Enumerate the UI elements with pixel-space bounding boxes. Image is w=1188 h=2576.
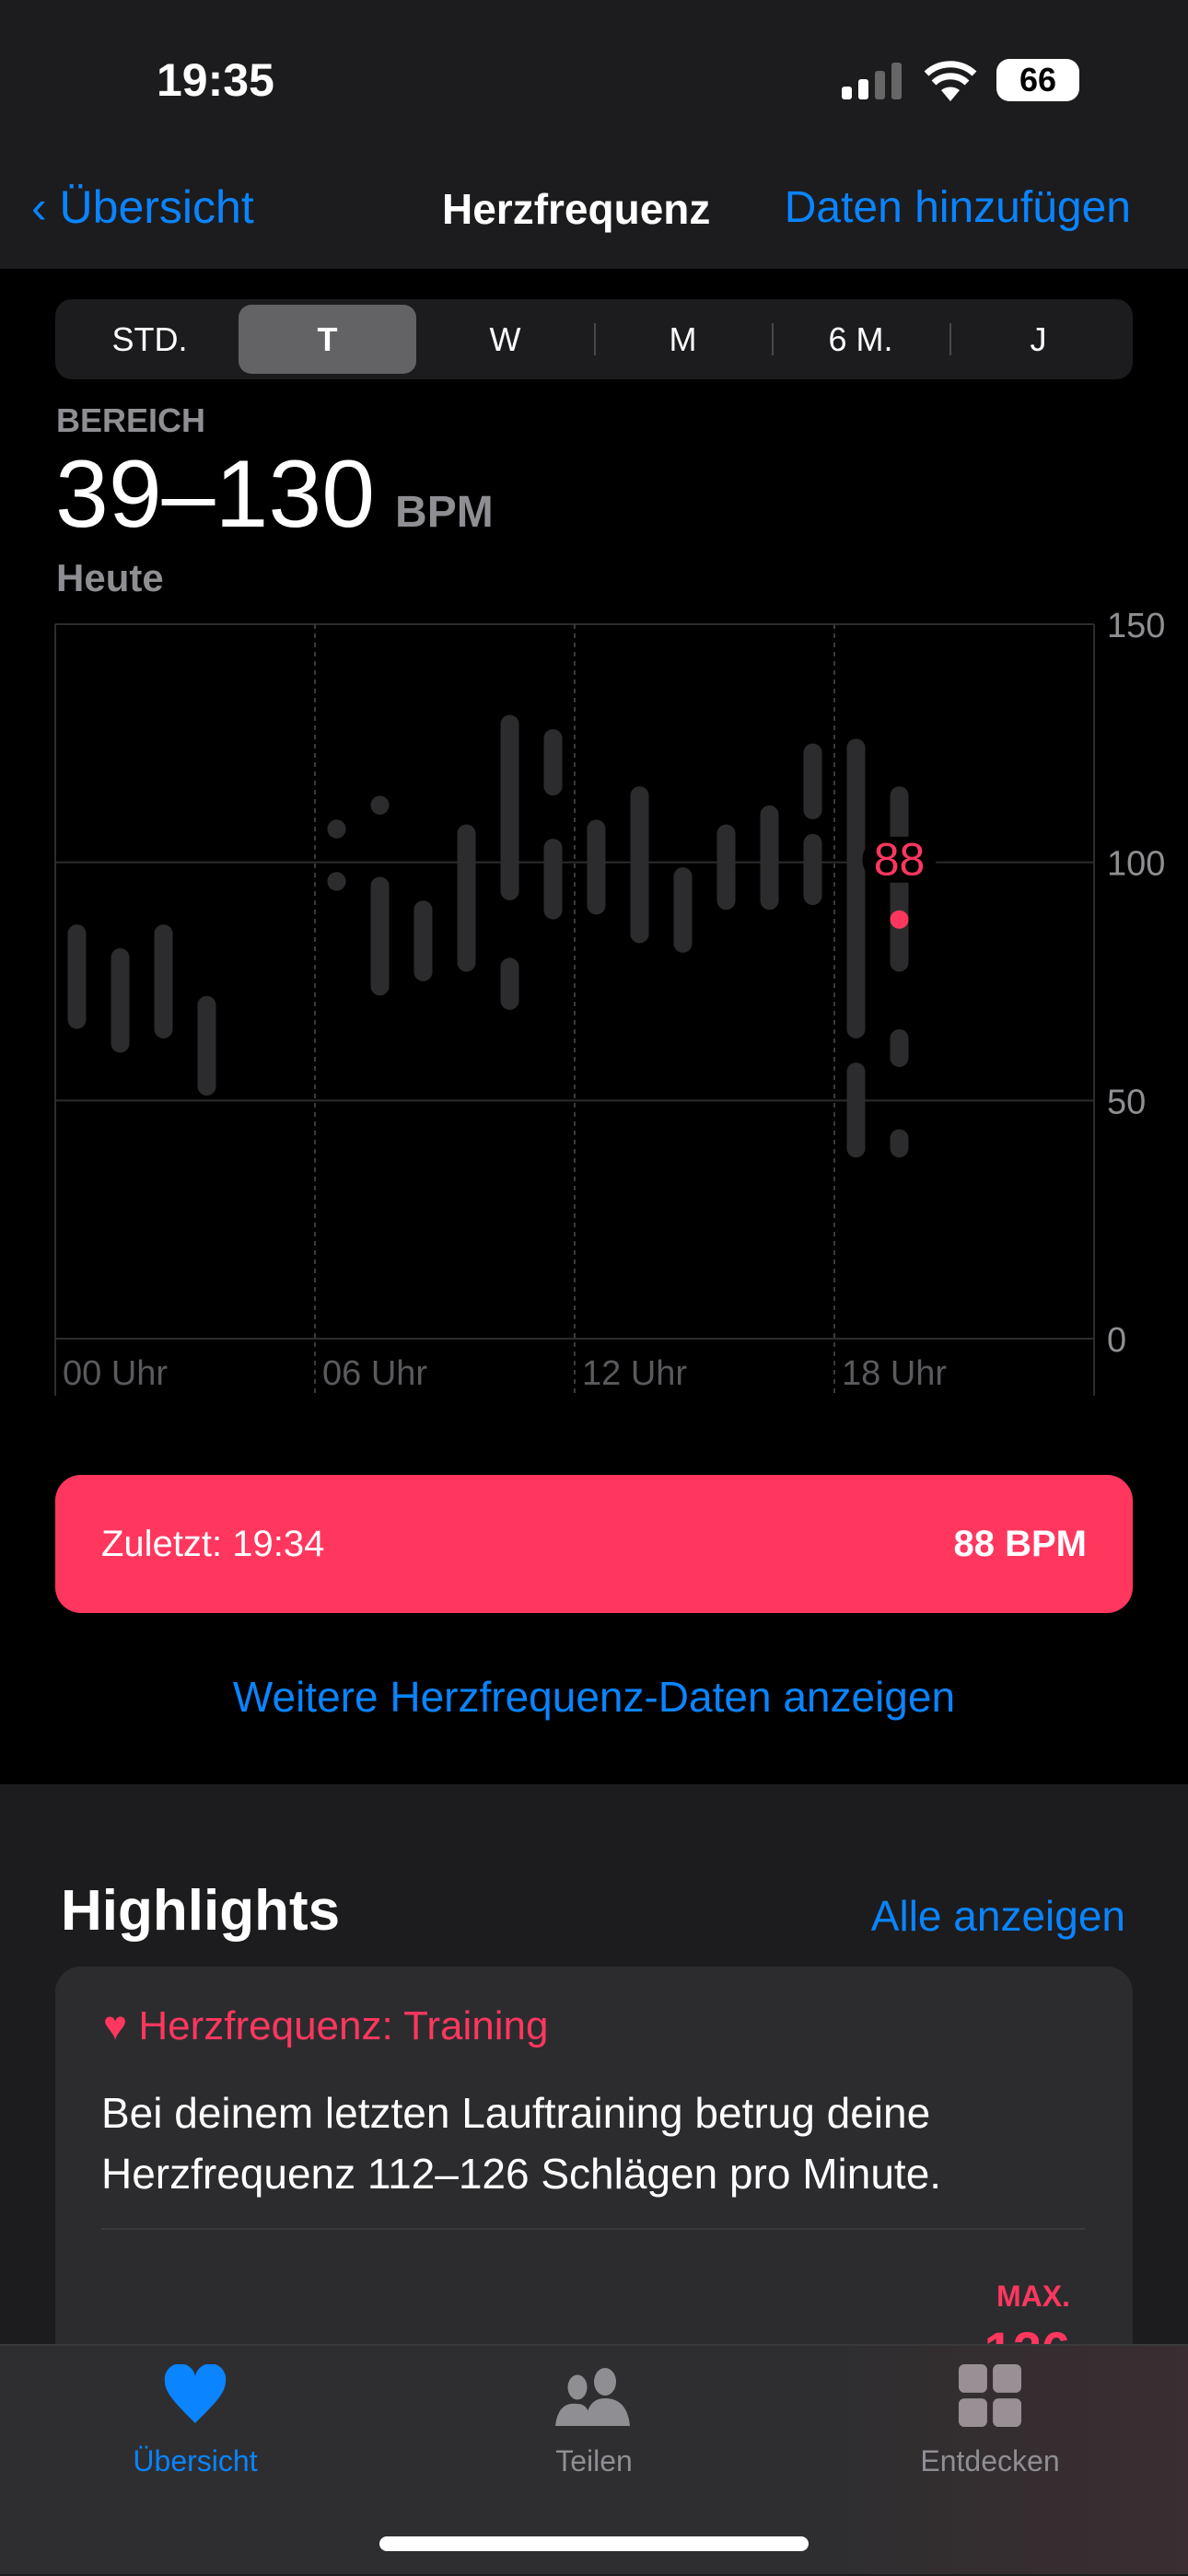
range-bar [327,819,346,839]
highlight-card-text: Bei deinem letzten Lauftraining betrug d… [101,2089,942,2198]
range-bar [457,824,476,972]
range-value: 39–130 BPM [55,440,494,550]
range-bar [67,924,87,1029]
segment-w[interactable]: W [489,320,521,358]
highlight-value-label: 88 [874,834,926,886]
y-tick-label: 0 [1107,1321,1126,1360]
divider [101,2228,1085,2230]
tab-label: Übersicht [133,2444,258,2477]
latest-value: 88 BPM [953,1523,1088,1564]
segment-std[interactable]: STD. [111,320,188,358]
range-bar [716,824,736,911]
max-value: 126 [984,2320,1070,2346]
range-bar [197,995,216,1096]
value-label-bg [862,836,937,883]
cellular-signal-icon [842,63,902,99]
range-bar [890,1129,909,1158]
y-tick-label: 100 [1107,845,1165,884]
range-bar [370,876,390,996]
highlight-card-title: ♥ Herzfrequenz: Training [103,2003,549,2048]
highlights-title: Highlights [61,1879,341,1943]
latest-label: Zuletzt: 19:34 [101,1523,325,1564]
page-title: Herzfrequenz [442,185,711,233]
range-bar [846,738,866,1039]
add-data-button[interactable]: Daten hinzufügen [784,183,1131,232]
more-data-link[interactable]: Weitere Herzfrequenz-Daten anzeigen [232,1673,956,1721]
back-button[interactable]: ‹ Übersicht [31,181,254,233]
range-bar [803,743,822,819]
range-unit: BPM [395,488,494,537]
x-tick-label: 06 Uhr [322,1354,427,1393]
tab-overview[interactable]: Übersicht [57,2363,333,2478]
period-segmented-control: STD. T W M 6 M. J [55,299,1133,379]
max-label: MAX. [996,2280,1070,2313]
battery-indicator: 66 [996,59,1079,101]
range-bar [803,833,822,906]
tab-share[interactable]: Teilen [456,2364,732,2478]
range-bar [543,728,563,796]
range-bar [846,1062,866,1158]
see-all-link[interactable]: Alle anzeigen [870,1892,1125,1940]
highlight-point [890,910,909,929]
segment-t[interactable]: T [239,305,416,374]
tab-discover[interactable]: Entdecken [852,2364,1128,2478]
range-bar [630,786,649,944]
range-number: 39–130 [55,441,376,548]
people-icon [555,2368,630,2426]
range-bar [760,805,779,911]
chevron-left-icon: ‹ [31,181,60,233]
tab-label: Entdecken [920,2444,1060,2477]
tab-bar: Übersicht Teilen Entdecken [0,2344,1188,2574]
range-bar [673,867,693,953]
range-bar [890,1028,909,1067]
range-bar [500,957,519,1010]
header-background [0,0,1188,269]
heart-icon: ♥ [103,2003,139,2048]
x-tick-label: 00 Uhr [63,1354,168,1393]
wifi-icon [924,61,977,101]
segment-j[interactable]: J [949,305,1127,374]
x-tick-label: 12 Uhr [582,1354,687,1393]
range-bar [327,872,346,891]
range-bar [587,819,606,915]
x-tick-label: 18 Uhr [842,1354,947,1393]
tab-label: Teilen [555,2444,633,2477]
y-tick-label: 50 [1107,1083,1146,1121]
range-bar [413,900,433,981]
range-bar [543,838,563,920]
heart-rate-chart[interactable]: 150 100 50 0 00 Uhr 06 Uhr 12 Uhr 18 Uhr 88 [0,608,1188,1409]
range-label: BEREICH [56,401,206,439]
y-tick-label: 150 [1107,608,1165,645]
latest-reading-bar[interactable]: Zuletzt: 19:34 88 BPM [55,1475,1133,1613]
status-time: 19:35 [157,54,274,106]
segment-6m[interactable]: 6 M. [772,305,949,374]
range-bar [154,924,173,1039]
range-bar [370,795,390,815]
range-bar [111,947,130,1053]
range-bar [500,714,519,900]
segment-m[interactable]: M [594,305,772,374]
period-label: Heute [56,556,164,599]
home-indicator [379,2536,809,2551]
heart-icon [164,2363,227,2423]
grid-icon [959,2364,1021,2427]
